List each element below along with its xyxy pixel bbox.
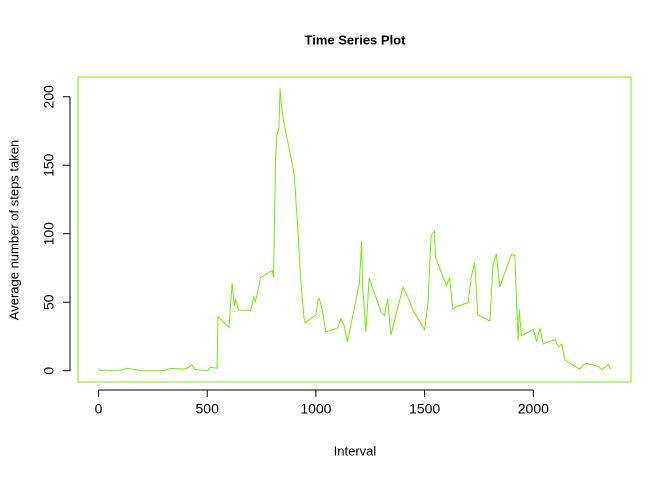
plot-box: [77, 76, 632, 383]
x-tick-label: 500: [196, 401, 220, 417]
x-tick-label: 1500: [409, 401, 440, 417]
y-tick-label: 150: [41, 153, 57, 177]
data-line: [98, 88, 611, 372]
x-axis-label: Interval: [334, 443, 377, 458]
x-tick-label: 0: [95, 401, 103, 417]
x-tick-label: 1000: [300, 401, 331, 417]
y-tick-label: 0: [41, 367, 57, 375]
y-tick-label: 200: [41, 85, 57, 109]
x-tick-label: 2000: [518, 401, 549, 417]
y-tick-label: 100: [41, 222, 57, 246]
y-tick-label: 50: [41, 294, 57, 310]
chart-title: Time Series Plot: [305, 32, 407, 47]
y-axis-label: Average number of steps taken: [6, 140, 21, 320]
